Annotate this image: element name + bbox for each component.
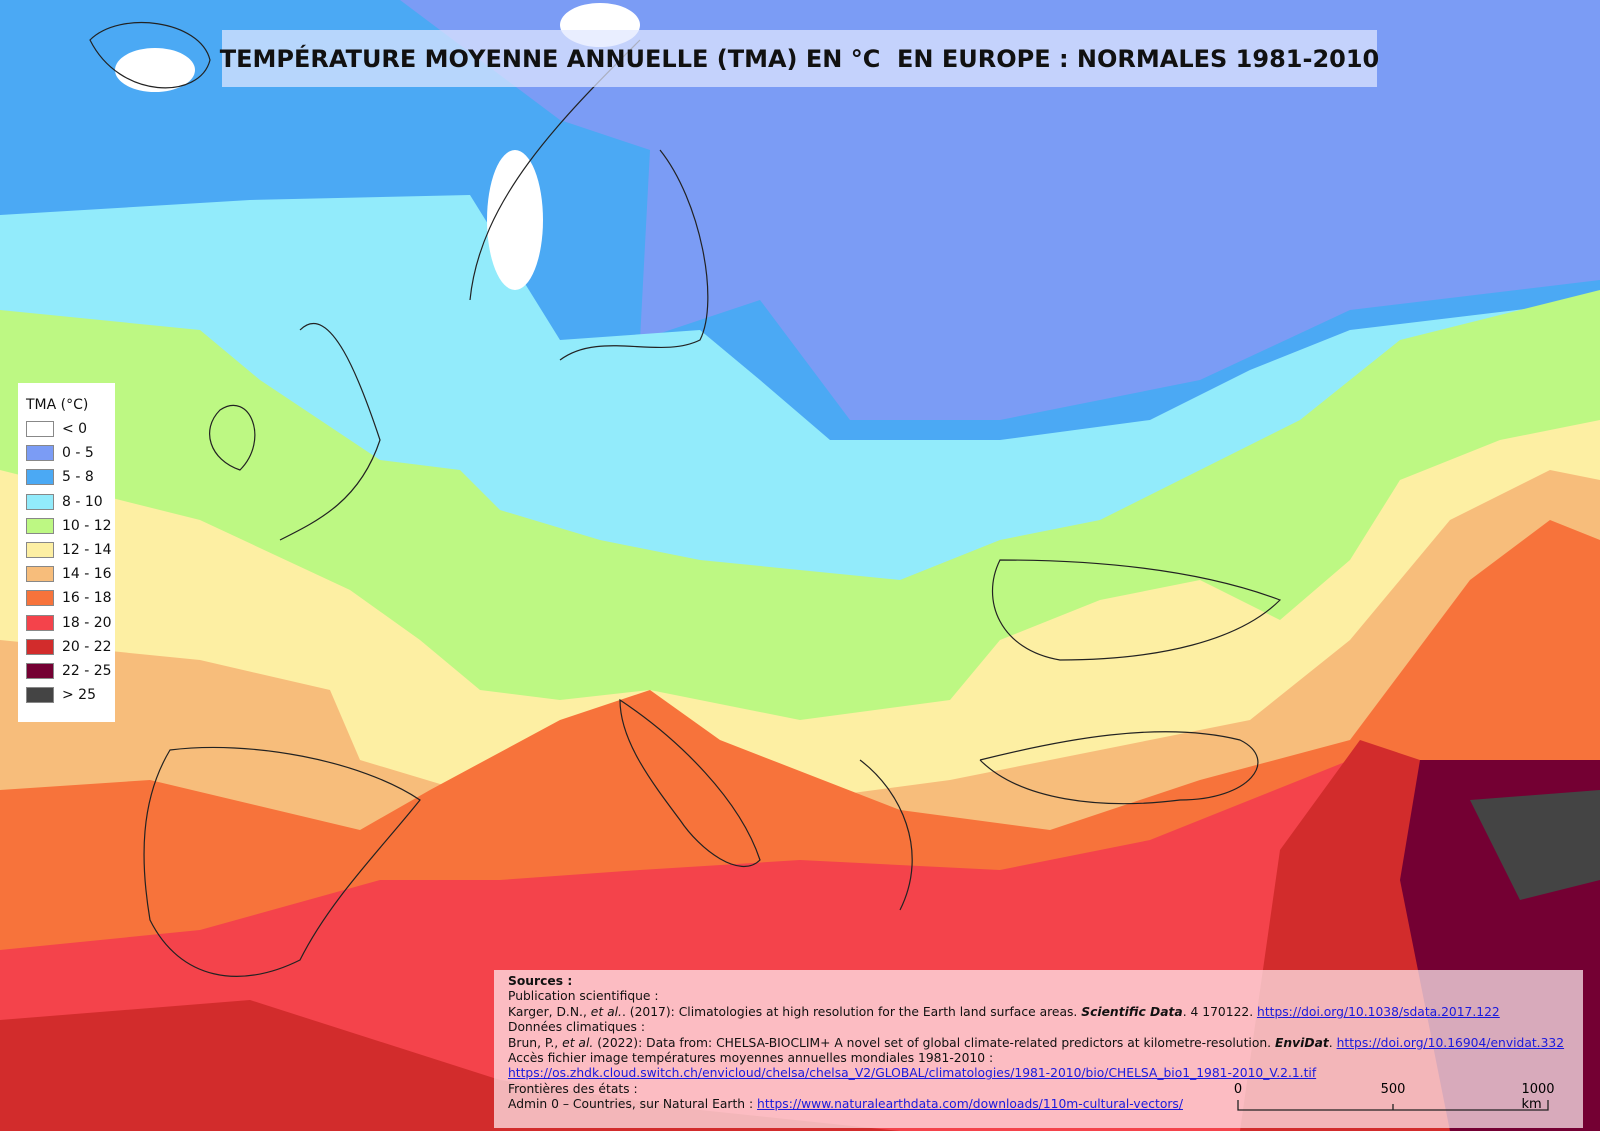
legend-swatch	[26, 663, 54, 679]
legend-label: 8 - 10	[62, 493, 103, 510]
legend-label: 16 - 18	[62, 590, 112, 607]
legend-label: 18 - 20	[62, 614, 112, 631]
legend-swatch	[26, 445, 54, 462]
legend-label: 22 - 25	[62, 663, 112, 679]
source-line: Publication scientifique :	[508, 989, 1583, 1004]
source-text: Publication scientifique :	[508, 989, 659, 1004]
legend-item: 22 - 25	[26, 663, 112, 679]
legend-item: 5 - 8	[26, 469, 94, 486]
source-line: Brun, P., et al. (2022): Data from: CHEL…	[508, 1036, 1583, 1051]
source-link[interactable]: https://doi.org/10.1038/sdata.2017.122	[1257, 1004, 1500, 1019]
title: TEMPÉRATURE MOYENNE ANNUELLE (TMA) EN °C…	[220, 30, 1379, 87]
source-text: Accès fichier image températures moyenne…	[508, 1051, 994, 1066]
source-text: Sources :	[508, 974, 573, 988]
source-text: (2022): Data from: CHELSA-BIOCLIM+ A nov…	[593, 1035, 1275, 1050]
legend-swatch	[26, 590, 54, 607]
source-text: Frontières des états :	[508, 1081, 638, 1096]
legend-swatch	[26, 614, 54, 631]
source-line: Frontières des états :	[508, 1082, 1583, 1097]
legend-item: < 0	[26, 421, 87, 437]
zone	[115, 48, 195, 92]
scale-label: 0	[1233, 1082, 1243, 1097]
legend-swatch	[26, 421, 54, 437]
legend-label: 14 - 16	[62, 566, 112, 583]
legend-swatch	[26, 566, 54, 583]
legend-label: 0 - 5	[62, 445, 94, 462]
source-line: Karger, D.N., et al.. (2017): Climatolog…	[508, 1005, 1583, 1020]
legend-label: < 0	[62, 421, 88, 437]
legend-title: TMA (°C)	[26, 397, 89, 413]
legend-item: 8 - 10	[26, 493, 103, 510]
source-link[interactable]: https://os.zhdk.cloud.switch.ch/enviclou…	[508, 1066, 1317, 1081]
legend-swatch	[26, 493, 54, 510]
scale-label: 500	[1380, 1082, 1406, 1097]
source-text: EnviDat	[1274, 1035, 1329, 1050]
legend-swatch	[26, 542, 54, 558]
source-text: Brun, P.,	[508, 1035, 563, 1050]
legend-item: 12 - 14	[26, 542, 112, 558]
source-line: https://os.zhdk.cloud.switch.ch/enviclou…	[508, 1066, 1583, 1081]
source-line: Données climatiques :	[508, 1020, 1583, 1035]
legend-item: 18 - 20	[26, 614, 112, 631]
scale-label: 1000 km	[1521, 1082, 1555, 1112]
legend-label: 20 - 22	[62, 638, 112, 655]
legend-label: 12 - 14	[62, 542, 112, 558]
legend-swatch	[26, 638, 54, 655]
source-text: Données climatiques :	[508, 1020, 645, 1035]
source-text: Admin 0 – Countries, sur Natural Earth :	[508, 1097, 758, 1112]
source-text: Karger, D.N.,	[508, 1004, 591, 1019]
legend: TMA (°C) < 0 0 - 5 5 - 8 8 - 10 10 - 12 12 - …	[18, 383, 115, 722]
legend-swatch	[26, 469, 54, 486]
source-link[interactable]: https://www.naturalearthdata.com/downloa…	[757, 1097, 1183, 1112]
legend-swatch	[26, 517, 54, 534]
source-text: et al.	[590, 1004, 622, 1019]
legend-label: > 25	[62, 687, 96, 704]
source-line: Accès fichier image températures moyenne…	[508, 1051, 1583, 1066]
zone	[1470, 790, 1600, 900]
legend-item: 0 - 5	[26, 445, 94, 462]
legend-item: 20 - 22	[26, 638, 112, 655]
source-link[interactable]: https://doi.org/10.16904/envidat.332	[1336, 1035, 1565, 1050]
scale-bar: 0 500 1000 km	[1230, 1082, 1570, 1122]
legend-label: 5 - 8	[62, 469, 94, 486]
source-line: Admin 0 – Countries, sur Natural Earth :…	[508, 1097, 1583, 1112]
legend-item: 10 - 12	[26, 517, 112, 534]
legend-item: 16 - 18	[26, 590, 112, 607]
legend-item: 14 - 16	[26, 566, 112, 583]
legend-swatch	[26, 687, 54, 704]
source-text: . (2017): Climatologies at high resoluti…	[621, 1004, 1082, 1019]
scale-line	[1237, 1100, 1549, 1111]
legend-label: 10 - 12	[62, 517, 112, 534]
source-text: .	[1328, 1035, 1337, 1050]
zone	[487, 150, 543, 290]
legend-item: > 25	[26, 687, 96, 704]
source-text: . 4 170122.	[1182, 1004, 1258, 1019]
source-text: et al.	[562, 1035, 594, 1050]
sources: Sources : Publication scientifique : Karge…	[494, 970, 1583, 1128]
zone	[0, 1000, 900, 1131]
source-text: Scientific Data	[1081, 1004, 1183, 1019]
source-line: Sources :	[508, 974, 1583, 989]
